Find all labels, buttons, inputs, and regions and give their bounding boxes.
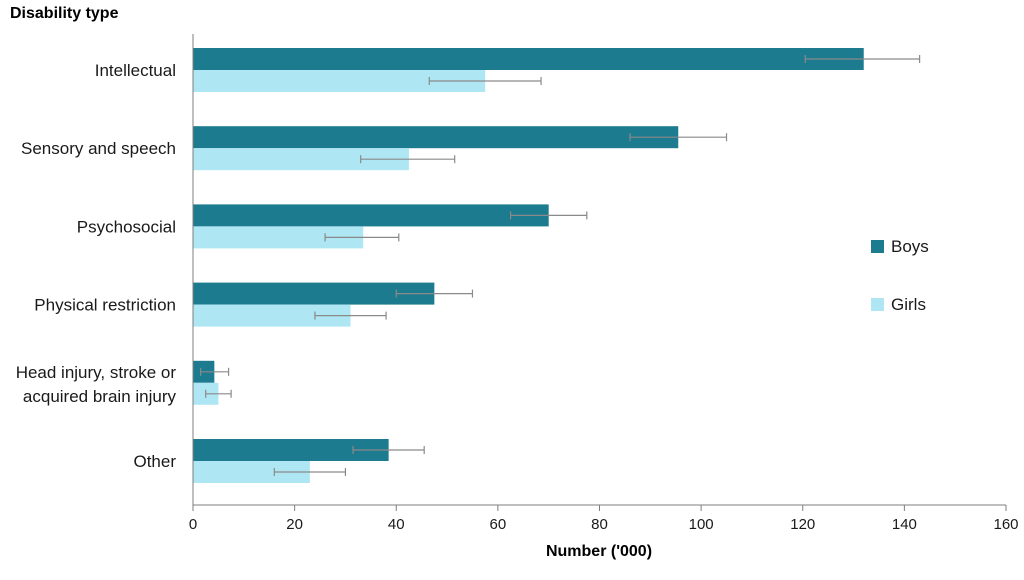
error-bar-girls-2 bbox=[324, 233, 400, 242]
x-ticks: 0 20 40 60 80 100 120 140 160 bbox=[189, 505, 1019, 533]
x-tick-label-7: 140 bbox=[892, 516, 917, 533]
x-tick-label-3: 60 bbox=[490, 516, 507, 533]
bar-girls-3 bbox=[193, 304, 351, 327]
bar-boys-1 bbox=[193, 126, 679, 149]
error-bar-girls-3 bbox=[314, 311, 387, 320]
error-bar-girls-1 bbox=[360, 155, 456, 164]
error-bar-boys-5 bbox=[352, 446, 425, 454]
x-tick-label-8: 160 bbox=[993, 516, 1018, 533]
x-tick-label-6: 120 bbox=[790, 516, 815, 533]
x-tick-label-0: 0 bbox=[189, 516, 197, 533]
bar-girls-1 bbox=[193, 148, 409, 171]
bar-girls-2 bbox=[193, 226, 364, 249]
legend-swatch-boys bbox=[871, 240, 884, 253]
x-tick-label-2: 40 bbox=[388, 516, 405, 533]
error-bar-girls-0 bbox=[428, 77, 542, 85]
bar-girls-0 bbox=[193, 70, 486, 92]
bar-boys-5 bbox=[193, 439, 389, 461]
error-bar-boys-0 bbox=[804, 55, 921, 63]
bar-boys-0 bbox=[193, 48, 864, 70]
y-axis-title: Disability type bbox=[10, 5, 119, 22]
error-bar-boys-1 bbox=[629, 133, 728, 142]
error-bar-boys-4 bbox=[200, 367, 230, 376]
category-labels: Intellectual Sensory and speech Psychosoci… bbox=[16, 61, 177, 471]
legend-label-girls: Girls bbox=[891, 295, 926, 314]
category-label-5: Other bbox=[133, 452, 176, 471]
x-tick-label-1: 20 bbox=[286, 516, 303, 533]
error-bar-girls-5 bbox=[273, 468, 347, 476]
legend-label-boys: Boys bbox=[891, 237, 929, 256]
category-label-4: Head injury, stroke or acquired brain inj… bbox=[16, 363, 177, 406]
error-bar-girls-4 bbox=[205, 389, 232, 398]
legend-swatch-girls bbox=[871, 298, 884, 311]
error-bars-layer bbox=[200, 55, 921, 476]
category-label-1: Sensory and speech bbox=[21, 139, 176, 158]
category-label-3: Physical restriction bbox=[34, 296, 176, 315]
bar-girls-5 bbox=[193, 461, 310, 483]
bar-boys-2 bbox=[193, 204, 549, 227]
x-tick-label-4: 80 bbox=[591, 516, 608, 533]
error-bar-boys-3 bbox=[395, 289, 474, 298]
error-bar-boys-2 bbox=[509, 211, 588, 220]
bar-boys-3 bbox=[193, 282, 435, 305]
legend: Boys Girls bbox=[871, 237, 929, 314]
x-axis-title: Number ('000) bbox=[546, 543, 652, 560]
bars-layer bbox=[193, 48, 864, 483]
category-label-0: Intellectual bbox=[95, 61, 176, 80]
x-tick-label-5: 100 bbox=[689, 516, 714, 533]
category-label-2: Psychosocial bbox=[77, 217, 176, 236]
